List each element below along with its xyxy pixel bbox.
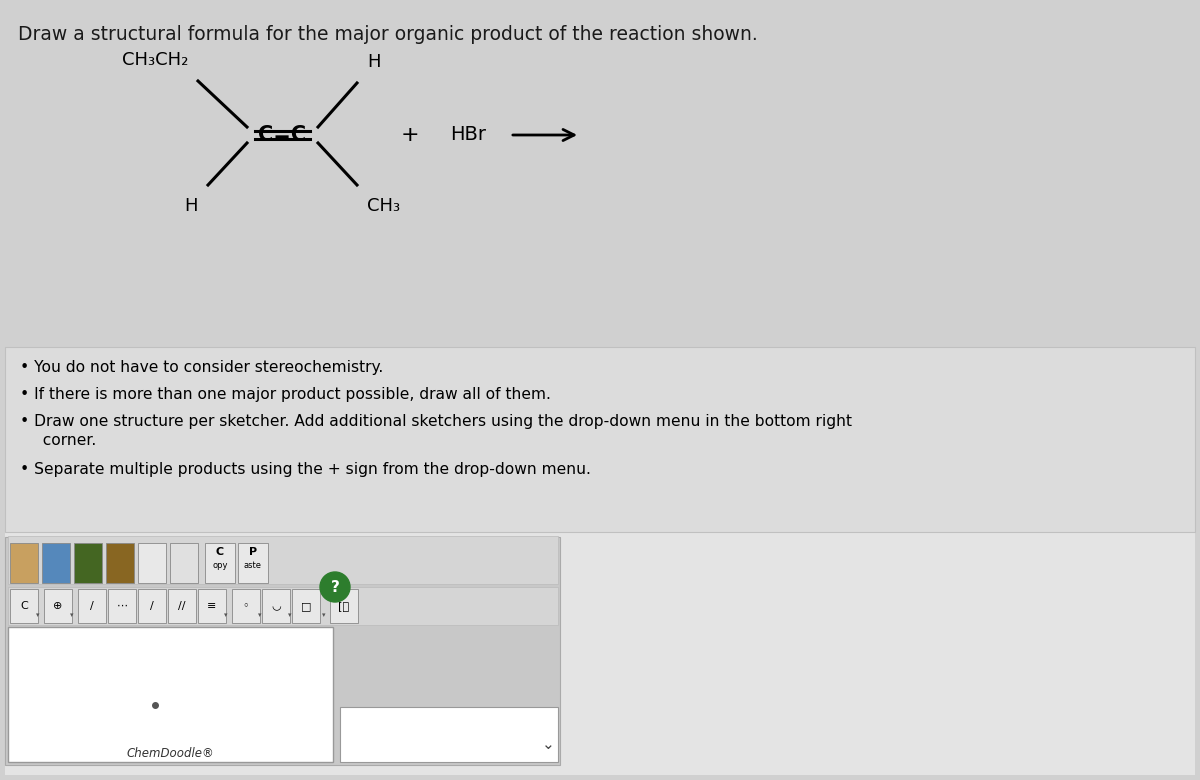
Bar — [232, 589, 260, 623]
Text: H: H — [367, 53, 380, 71]
Bar — [292, 589, 320, 623]
Text: aste: aste — [244, 561, 262, 570]
Circle shape — [320, 572, 350, 602]
Text: ◦: ◦ — [242, 601, 250, 611]
Bar — [44, 589, 72, 623]
Text: Draw a structural formula for the major organic product of the reaction shown.: Draw a structural formula for the major … — [18, 25, 757, 44]
Bar — [168, 589, 196, 623]
Bar — [10, 543, 38, 583]
Text: //: // — [179, 601, 186, 611]
Bar — [262, 589, 290, 623]
Bar — [5, 537, 560, 765]
Bar — [198, 589, 226, 623]
Text: ⌄: ⌄ — [541, 737, 554, 752]
Bar — [106, 543, 134, 583]
Text: ⊕: ⊕ — [53, 601, 62, 611]
Text: CH₃: CH₃ — [367, 197, 400, 215]
Bar — [170, 543, 198, 583]
Text: ▾: ▾ — [288, 612, 292, 618]
Text: /: / — [90, 601, 94, 611]
Text: • You do not have to consider stereochemistry.: • You do not have to consider stereochem… — [20, 360, 383, 375]
Bar — [138, 589, 166, 623]
Text: corner.: corner. — [34, 433, 96, 448]
Text: • Draw one structure per sketcher. Add additional sketchers using the drop-down : • Draw one structure per sketcher. Add a… — [20, 414, 852, 429]
Bar — [78, 589, 106, 623]
Text: ▾: ▾ — [36, 612, 40, 618]
Text: ▾: ▾ — [323, 612, 325, 618]
Bar — [74, 543, 102, 583]
Text: ◡: ◡ — [271, 601, 281, 611]
Bar — [5, 347, 1195, 532]
Text: C: C — [216, 547, 224, 557]
Text: ≡: ≡ — [208, 601, 217, 611]
Text: ChemDoodle®: ChemDoodle® — [126, 747, 214, 760]
Text: +: + — [401, 125, 419, 145]
Text: □: □ — [301, 601, 311, 611]
Text: C=C: C=C — [258, 125, 306, 145]
Text: ▾: ▾ — [224, 612, 228, 618]
Bar — [42, 543, 70, 583]
Text: ⋯: ⋯ — [116, 601, 127, 611]
Bar — [8, 536, 558, 584]
Bar — [5, 530, 1195, 775]
Bar — [205, 543, 235, 583]
Text: ▾: ▾ — [71, 612, 73, 618]
Bar — [8, 587, 558, 625]
Text: ▾: ▾ — [258, 612, 262, 618]
Bar — [330, 589, 358, 623]
Bar — [238, 543, 268, 583]
Bar — [340, 707, 558, 762]
Text: H: H — [185, 197, 198, 215]
Text: /: / — [150, 601, 154, 611]
Text: • If there is more than one major product possible, draw all of them.: • If there is more than one major produc… — [20, 387, 551, 402]
Text: opy: opy — [212, 561, 228, 570]
Text: P: P — [248, 547, 257, 557]
Text: [⏵: [⏵ — [338, 601, 349, 611]
Bar — [8, 627, 334, 762]
Text: HBr: HBr — [450, 126, 486, 144]
Text: • Separate multiple products using the + sign from the drop-down menu.: • Separate multiple products using the +… — [20, 462, 590, 477]
Text: CH₃CH₂: CH₃CH₂ — [121, 51, 188, 69]
Bar — [138, 543, 166, 583]
Bar — [10, 589, 38, 623]
Text: C: C — [20, 601, 28, 611]
Text: ?: ? — [330, 580, 340, 594]
Bar — [108, 589, 136, 623]
